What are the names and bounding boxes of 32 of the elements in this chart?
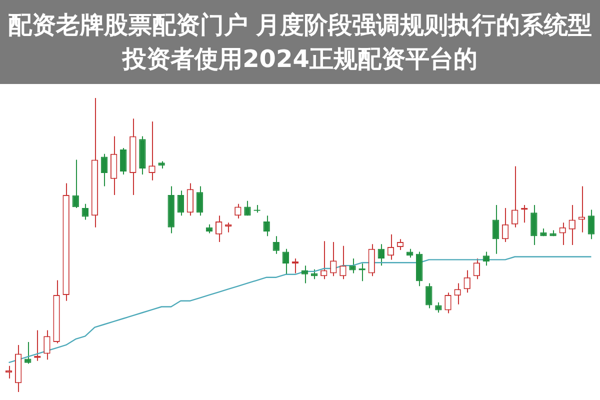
candlestick [24, 342, 32, 364]
candlestick [282, 248, 290, 275]
candlestick [215, 215, 222, 243]
candlestick [44, 330, 50, 360]
candlestick [110, 136, 118, 196]
candlestick [492, 204, 500, 254]
candlestick [177, 190, 184, 216]
candlestick [588, 209, 595, 240]
candlestick [530, 204, 538, 246]
candlestick [148, 121, 156, 181]
candlestick [186, 182, 194, 216]
candlestick [473, 258, 480, 280]
candlestick [464, 270, 470, 294]
candlestick [568, 204, 576, 246]
candlestick [511, 166, 518, 228]
candlestick [301, 265, 308, 284]
candlestick [196, 186, 204, 216]
candlestick [482, 251, 490, 266]
candlestick [454, 282, 461, 305]
candlestick [100, 153, 108, 187]
candlestick [120, 147, 127, 175]
candlestick [72, 159, 79, 208]
candlestick [330, 242, 337, 277]
candlestick [435, 302, 442, 314]
candlestick [444, 292, 452, 314]
chart-title: 配资老牌股票配资门户 月度阶段强调规则执行的系统型投资者使用2024正规配资平台的 [0, 0, 600, 84]
candlestick [426, 282, 432, 309]
candlestick [349, 258, 356, 274]
candlestick [502, 207, 509, 243]
candlestick [310, 268, 318, 280]
candlestick [368, 244, 375, 277]
candlestick [559, 222, 566, 246]
